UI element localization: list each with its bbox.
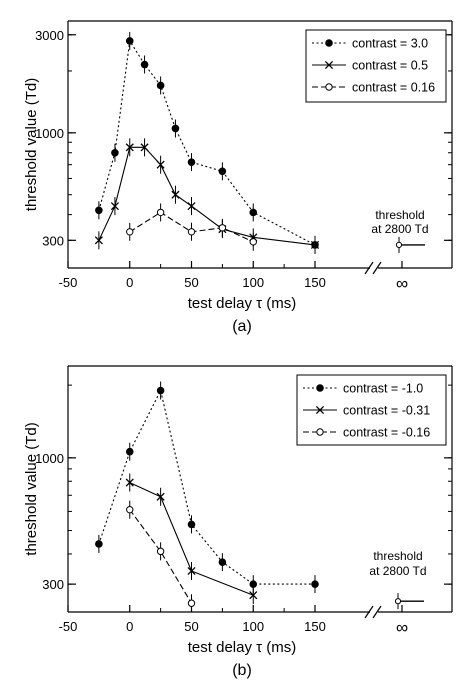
data-point-open-circle bbox=[249, 238, 257, 246]
legend-label: contrast = -1.0 bbox=[343, 382, 423, 396]
axis-break-mark bbox=[372, 261, 382, 275]
chart-panel-1: -50 0 50 100 150 ∞ 300 1000 3000 test delay τ (ms… bbox=[23, 20, 453, 335]
data-point-filled-circle bbox=[140, 60, 149, 69]
data-point-open-circle bbox=[156, 208, 165, 217]
x-tick-label: -50 bbox=[59, 275, 78, 290]
data-point-filled-circle bbox=[111, 148, 119, 157]
x-tick-label: 100 bbox=[242, 619, 264, 634]
chart-panel-2: -50 0 50 100 150 ∞ 300 1000 test delay τ (ms) thr… bbox=[23, 365, 453, 679]
threshold-label: at 2800 Td bbox=[369, 564, 426, 578]
data-point-filled-circle bbox=[218, 558, 227, 566]
data-point-cross bbox=[187, 566, 196, 576]
series-3 bbox=[126, 500, 196, 613]
data-point-open-circle bbox=[325, 83, 333, 91]
threshold-label: threshold bbox=[375, 208, 424, 222]
legend-label: contrast = 0.5 bbox=[352, 59, 428, 73]
panel-caption: (b) bbox=[232, 662, 252, 679]
data-point-filled-circle bbox=[171, 124, 180, 133]
data-point-cross bbox=[187, 202, 196, 211]
data-point-open-circle bbox=[126, 228, 134, 236]
legend-label: contrast = 0.16 bbox=[352, 81, 435, 95]
series-line bbox=[129, 482, 254, 596]
threshold-point bbox=[395, 241, 403, 248]
data-point-open-circle bbox=[187, 228, 196, 236]
data-point-filled-circle bbox=[316, 384, 324, 392]
data-point-cross bbox=[140, 143, 149, 152]
data-point-filled-circle bbox=[156, 81, 165, 90]
x-tick-label: 0 bbox=[126, 619, 133, 634]
x-tick-label: 100 bbox=[242, 275, 264, 290]
data-point-cross bbox=[125, 143, 134, 152]
x-axis-label: test delay τ (ms) bbox=[188, 295, 296, 312]
data-point-cross bbox=[110, 202, 119, 211]
panel-caption: (a) bbox=[232, 318, 252, 335]
x-tick-label: 150 bbox=[304, 275, 326, 290]
series-1 bbox=[95, 31, 319, 254]
series-line bbox=[98, 146, 316, 246]
y-tick-label: 1000 bbox=[35, 126, 64, 141]
series-line bbox=[98, 388, 315, 585]
x-tick-label: -50 bbox=[59, 619, 78, 634]
data-point-filled-circle bbox=[156, 386, 165, 395]
y-tick-label: 1000 bbox=[35, 451, 64, 466]
legend: contrast = -1.0 contrast = -0.31 contrast … bbox=[296, 374, 447, 446]
x-tick-label-infinity: ∞ bbox=[396, 618, 408, 637]
data-point-cross bbox=[324, 60, 334, 70]
data-point-cross bbox=[315, 405, 325, 415]
threshold-label: threshold bbox=[373, 549, 422, 563]
series-line bbox=[98, 39, 316, 246]
data-point-filled-circle bbox=[249, 208, 258, 217]
y-axis-label: threshold value (Td) bbox=[23, 422, 40, 555]
data-point-cross bbox=[125, 478, 134, 487]
x-axis-label: test delay τ (ms) bbox=[188, 639, 296, 656]
y-tick-label: 300 bbox=[42, 577, 64, 592]
series-line bbox=[129, 509, 192, 604]
y-axis-label: threshold value (Td) bbox=[23, 78, 40, 211]
data-point-filled-circle bbox=[311, 580, 319, 588]
x-tick-label: 50 bbox=[184, 619, 198, 634]
data-point-open-circle bbox=[126, 505, 134, 514]
data-point-filled-circle bbox=[95, 540, 103, 548]
axis-break-mark bbox=[372, 605, 382, 619]
series-2 bbox=[125, 473, 258, 605]
data-point-cross bbox=[310, 240, 320, 249]
data-point-cross bbox=[249, 591, 258, 600]
x-tick-label: 50 bbox=[184, 275, 198, 290]
data-point-open-circle bbox=[316, 428, 324, 436]
data-point-filled-circle bbox=[218, 167, 227, 176]
data-point-open-circle bbox=[187, 599, 196, 607]
legend-label: contrast = -0.16 bbox=[343, 426, 430, 440]
axis-break-mark bbox=[364, 605, 374, 619]
data-point-cross bbox=[171, 190, 180, 199]
series-2 bbox=[94, 138, 320, 254]
y-tick-label: 300 bbox=[42, 233, 64, 248]
series-3 bbox=[126, 203, 257, 251]
x-tick-label: 150 bbox=[304, 619, 326, 634]
data-point-open-circle bbox=[218, 224, 227, 232]
data-point-open-circle bbox=[156, 547, 165, 556]
data-point-filled-circle bbox=[125, 37, 134, 45]
axis-break-mark bbox=[364, 261, 374, 275]
data-point-filled-circle bbox=[95, 206, 103, 215]
data-point-filled-circle bbox=[325, 39, 333, 47]
data-point-filled-circle bbox=[125, 447, 134, 456]
data-point-filled-circle bbox=[187, 520, 196, 529]
data-point-cross bbox=[156, 160, 165, 169]
legend: contrast = 3.0 contrast = 0.5 contrast = 0… bbox=[305, 29, 447, 103]
x-tick-label: 0 bbox=[126, 275, 133, 290]
data-point-cross bbox=[156, 492, 165, 501]
series-1 bbox=[95, 381, 319, 594]
threshold-point bbox=[394, 598, 402, 605]
data-point-cross bbox=[94, 236, 103, 245]
x-tick-label-infinity: ∞ bbox=[396, 274, 408, 293]
threshold-label: at 2800 Td bbox=[371, 222, 428, 236]
legend-label: contrast = -0.31 bbox=[343, 404, 430, 418]
data-point-filled-circle bbox=[187, 158, 196, 166]
y-tick-label: 3000 bbox=[35, 28, 64, 43]
legend-label: contrast = 3.0 bbox=[352, 37, 428, 51]
